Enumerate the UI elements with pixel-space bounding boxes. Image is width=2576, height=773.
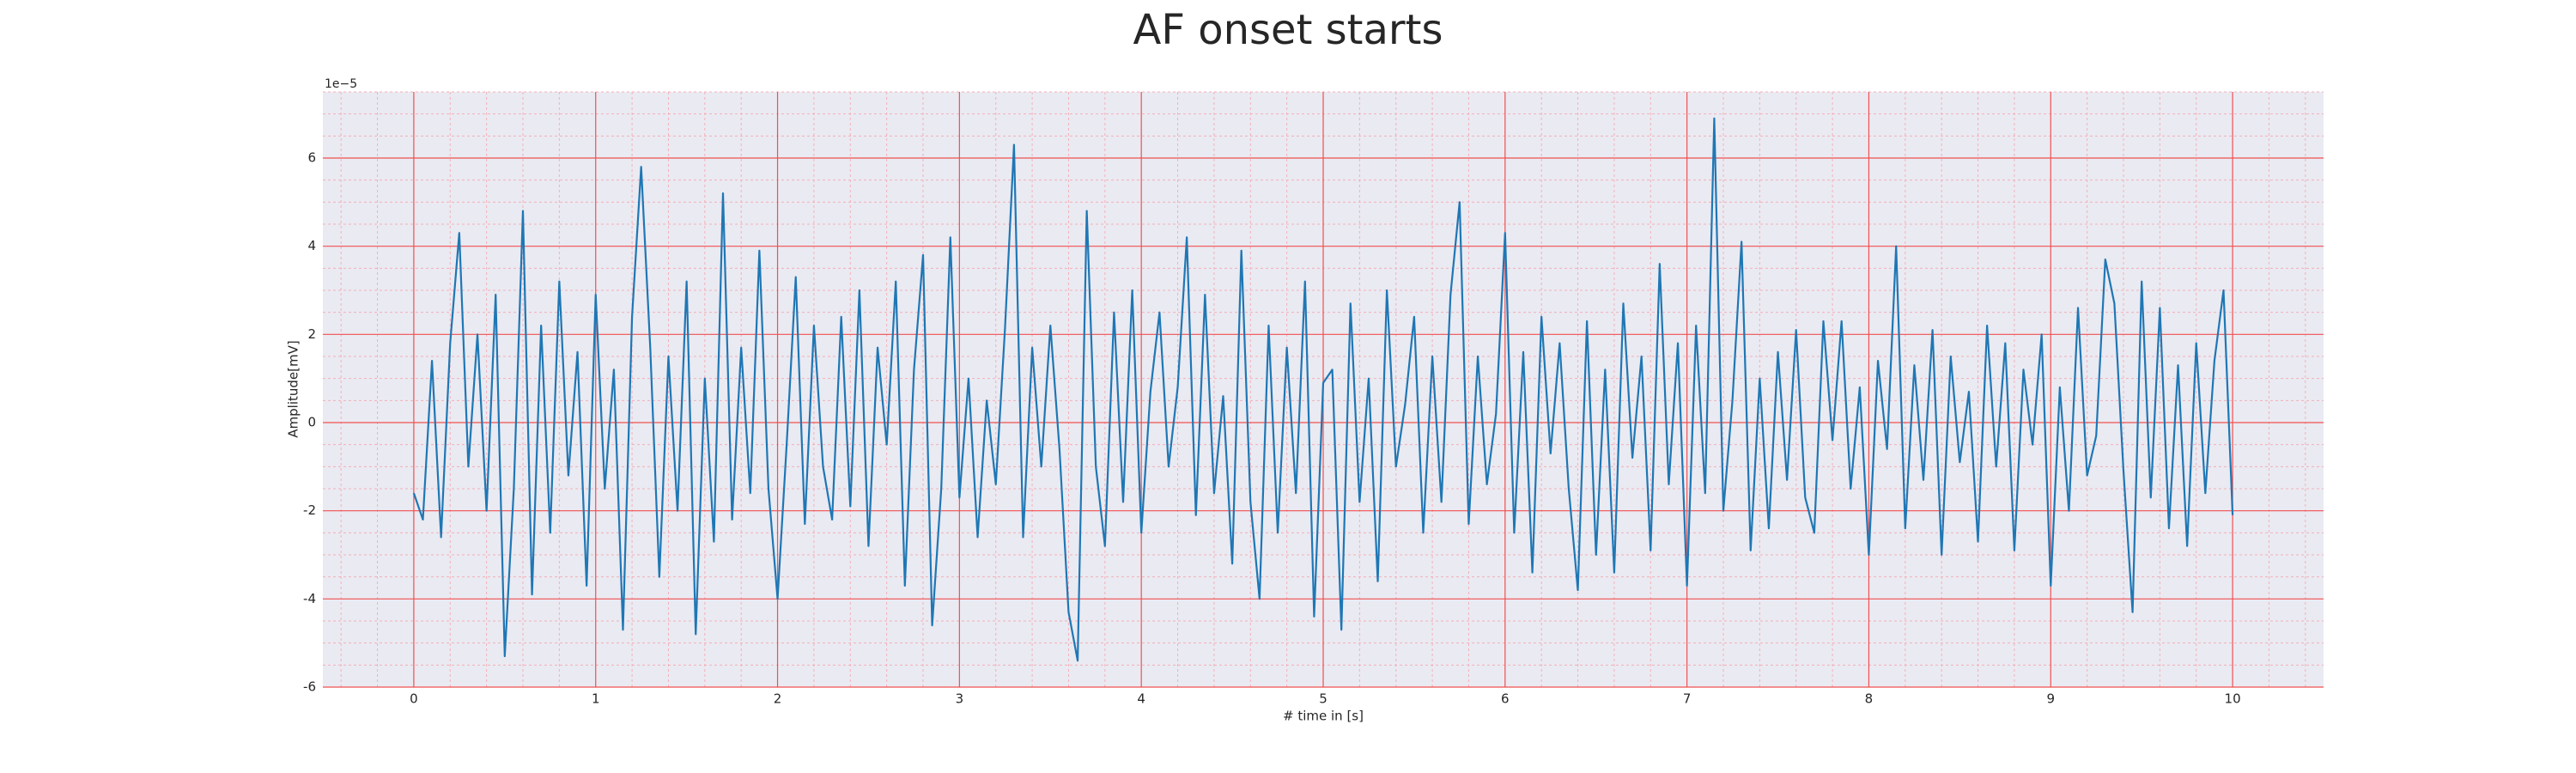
y-tick-label: -6 bbox=[303, 679, 316, 695]
y-tick-label: 0 bbox=[307, 415, 316, 430]
x-tick-label: 2 bbox=[774, 691, 782, 707]
offset-text: 1e−5 bbox=[325, 77, 357, 91]
x-tick-label: 4 bbox=[1137, 691, 1145, 707]
labels: 0 1 2 3 4 5 6 7 8 9 10 -6 -4 -2 0 2 4 6 bbox=[303, 150, 2241, 707]
y-tick-label: 6 bbox=[307, 150, 316, 166]
line-series bbox=[412, 117, 2234, 662]
x-tick-label: 0 bbox=[410, 691, 418, 707]
y-tick-label: -2 bbox=[303, 502, 316, 518]
y-tick-label: -4 bbox=[303, 591, 316, 606]
x-tick-label: 6 bbox=[1501, 691, 1510, 707]
x-tick-label: 1 bbox=[592, 691, 600, 707]
x-tick-label: 7 bbox=[1683, 691, 1692, 707]
x-tick-label: 3 bbox=[956, 691, 964, 707]
x-tick-label: 9 bbox=[2046, 691, 2055, 707]
x-tick-label: 8 bbox=[1865, 691, 1874, 707]
x-tick-label: 10 bbox=[2225, 691, 2241, 707]
y-tick-label: 4 bbox=[307, 238, 316, 253]
x-tick-label: 5 bbox=[1319, 691, 1327, 707]
x-axis-label: # time in [s] bbox=[1283, 709, 1364, 724]
y-axis-label: Amplitude[mV] bbox=[286, 340, 301, 437]
grid bbox=[323, 91, 2324, 688]
y-tick-label: 2 bbox=[307, 326, 316, 342]
lines bbox=[412, 117, 2234, 662]
chart-title: AF onset starts bbox=[1133, 6, 1443, 54]
